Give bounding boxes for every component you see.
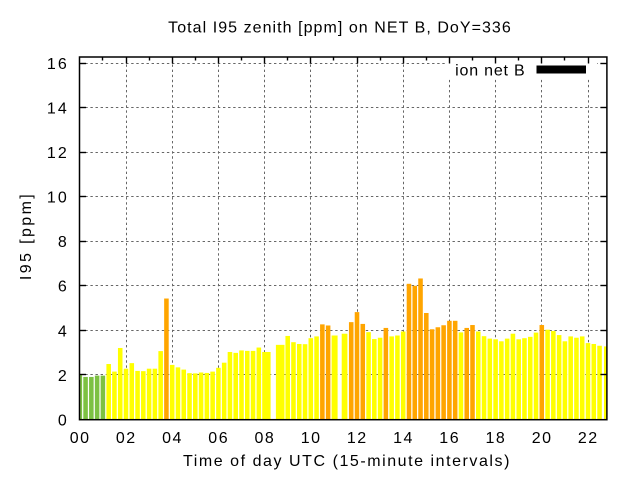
svg-text:0: 0 xyxy=(58,412,69,429)
svg-text:00: 00 xyxy=(70,430,91,447)
svg-text:02: 02 xyxy=(116,430,137,447)
svg-text:10: 10 xyxy=(47,190,69,207)
svg-text:4: 4 xyxy=(58,323,69,340)
svg-text:16: 16 xyxy=(47,56,69,73)
svg-text:12: 12 xyxy=(347,430,368,447)
svg-text:Total I95 zenith [ppm] on NET: Total I95 zenith [ppm] on NET B, DoY=336 xyxy=(168,20,512,37)
svg-text:10: 10 xyxy=(301,430,322,447)
svg-text:04: 04 xyxy=(162,430,183,447)
svg-text:16: 16 xyxy=(439,430,460,447)
svg-text:Time of day UTC (15-minute int: Time of day UTC (15-minute intervals) xyxy=(183,453,511,470)
svg-text:I95 [ppm]: I95 [ppm] xyxy=(18,192,35,280)
svg-text:14: 14 xyxy=(47,101,69,118)
svg-text:06: 06 xyxy=(208,430,229,447)
svg-text:2: 2 xyxy=(58,368,69,385)
svg-text:8: 8 xyxy=(58,234,69,251)
svg-text:22: 22 xyxy=(578,430,599,447)
svg-text:12: 12 xyxy=(47,145,69,162)
svg-text:6: 6 xyxy=(58,279,69,296)
svg-text:18: 18 xyxy=(486,430,507,447)
svg-text:20: 20 xyxy=(532,430,553,447)
svg-text:14: 14 xyxy=(393,430,414,447)
svg-text:ion net B: ion net B xyxy=(455,63,525,80)
svg-text:08: 08 xyxy=(255,430,276,447)
